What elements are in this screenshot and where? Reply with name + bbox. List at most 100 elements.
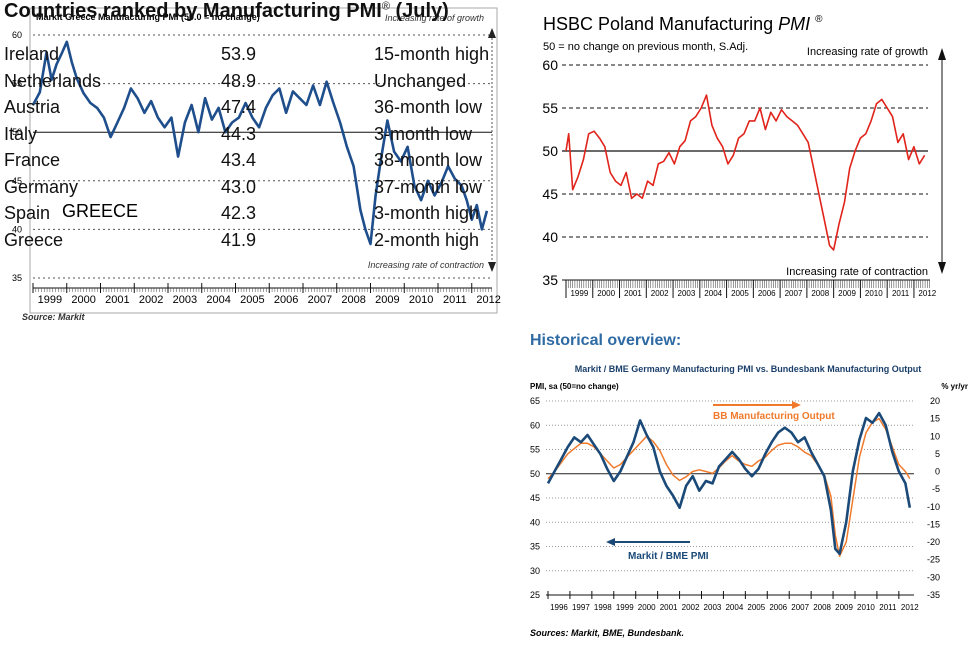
greece-x-tick-label: 2003 [173, 294, 197, 306]
bb-output-label: BB Manufacturing Output [713, 411, 835, 422]
germany-x-tick-label: 2000 [638, 603, 656, 612]
greece-chart-panel: Markit Greece Manufacturing PMI (50.0 = … [0, 0, 510, 330]
greece-x-tick-label: 2002 [139, 294, 163, 306]
germany-title: Markit / BME Germany Manufacturing PMI v… [575, 364, 922, 374]
germany-x-tick-label: 2003 [704, 603, 722, 612]
poland-contraction-arrow-icon [938, 262, 946, 274]
greece-frame [29, 7, 498, 314]
ranking-row: France 43.4 38-month low [4, 150, 484, 176]
poland-top-note: Increasing rate of growth [807, 46, 928, 58]
ranking-note: 15-month high [374, 44, 490, 64]
ranking-note: 37-month low [374, 176, 483, 197]
ranking-country: Austria [4, 97, 61, 117]
ranking-pmi-value: 43.0 [221, 176, 257, 197]
greece-x-tick-label: 2007 [308, 294, 332, 306]
poland-x-tick-label: 2003 [678, 289, 696, 298]
germany-left-tick: 65 [530, 396, 540, 406]
germany-x-tick-label: 2012 [901, 603, 919, 612]
ranking-row: Ireland 53.9 15-month high [4, 44, 489, 70]
poland-y-tick: 40 [542, 229, 558, 245]
poland-x-tick-label: 2002 [651, 289, 669, 298]
greece-x-tick-label: 2010 [409, 294, 433, 306]
ranking-country: Ireland [4, 44, 60, 64]
greece-x-tick-label: 2005 [240, 294, 264, 306]
greece-growth-arrow-icon [488, 28, 496, 38]
germany-x-tick-label: 1999 [616, 603, 634, 612]
ranking-pmi-value: 42.3 [221, 203, 257, 223]
poland-x-tick-label: 2009 [838, 289, 856, 298]
germany-chart-panel: Historical overview: Markit / BME German… [520, 325, 976, 648]
poland-title: HSBC Poland Manufacturing PMI ® [543, 14, 823, 34]
greece-x-tick-label: 2009 [375, 294, 399, 306]
poland-x-tick-label: 2005 [731, 289, 749, 298]
ranking-pmi-value: 48.9 [221, 70, 257, 91]
poland-y-tick: 35 [542, 272, 558, 288]
ranking-pmi-value: 43.4 [221, 150, 257, 170]
germany-x-tick-label: 2007 [791, 603, 809, 612]
bb-output-arrow-icon [792, 401, 801, 409]
ranking-note: 3-month high [374, 203, 480, 223]
ranking-row: Spain 42.3 3-month high [4, 203, 484, 229]
greece-contraction-arrow-icon [488, 262, 496, 272]
poland-x-tick-label: 2007 [785, 289, 803, 298]
greece-top-note: Increasing rate of growth [385, 13, 484, 23]
greece-y-tick: 40 [12, 224, 22, 234]
greece-y-tick: 45 [12, 176, 22, 186]
germany-left-tick: 35 [530, 542, 540, 552]
ranking-pmi-value: 47.4 [221, 97, 257, 117]
bme-pmi-line [546, 411, 912, 556]
germany-x-tick-label: 2004 [725, 603, 743, 612]
ranking-row: Germany 43.0 37-month low [4, 177, 484, 203]
germany-right-tick: -35 [927, 590, 940, 600]
ranking-row: Austria 47.4 36-month low [4, 97, 484, 123]
germany-right-tick: -20 [927, 537, 940, 547]
greece-title: Markit Greece Manufacturing PMI (50.0 = … [36, 12, 260, 22]
poland-pmi-chart: HSBC Poland Manufacturing PMI ® 50 = no … [542, 14, 946, 298]
germany-right-tick: -15 [927, 519, 940, 529]
poland-y-tick: 60 [542, 57, 558, 73]
bme-pmi-arrow-icon [606, 538, 615, 546]
ranking-row: Italy 44.3 3-month low [4, 124, 484, 150]
ranking-title: Countries ranked by Manufacturing PMI® (… [4, 0, 449, 22]
poland-y-tick: 45 [542, 186, 558, 202]
greece-x-tick-label: 2006 [274, 294, 298, 306]
greece-x-tick-label: 1999 [38, 294, 62, 306]
greece-bottom-note: Increasing rate of contraction [368, 260, 484, 270]
germany-x-tick-label: 1998 [594, 603, 612, 612]
poland-pmi-line [565, 94, 926, 251]
poland-subtitle: 50 = no change on previous month, S.Adj. [543, 41, 748, 53]
germany-right-tick: 0 [935, 467, 940, 477]
poland-x-tick-label: 1999 [570, 289, 588, 298]
ranking-country: Italy [4, 123, 38, 144]
ranking-country: Netherlands [4, 70, 102, 91]
greece-y-tick: 50 [12, 127, 22, 137]
greece-country-label: GREECE [62, 201, 138, 221]
poland-x-tick-label: 2001 [624, 289, 642, 298]
germany-right-tick: 5 [935, 449, 940, 459]
greece-y-tick: 55 [12, 79, 22, 89]
poland-chart-panel: HSBC Poland Manufacturing PMI ® 50 = no … [520, 0, 976, 310]
greece-pmi-chart: Markit Greece Manufacturing PMI (50.0 = … [12, 7, 501, 322]
greece-pmi-line [31, 40, 489, 246]
ranking-country: Spain [4, 203, 51, 223]
germany-x-tick-label: 2002 [682, 603, 700, 612]
greece-x-tick-label: 2004 [206, 294, 230, 306]
germany-x-tick-label: 2005 [747, 603, 765, 612]
germany-x-tick-label: 1997 [572, 603, 590, 612]
germany-right-tick: 10 [930, 431, 940, 441]
greece-source: Source: Markit [22, 312, 86, 322]
germany-x-tick-label: 2001 [660, 603, 678, 612]
germany-right-tick: -30 [927, 572, 940, 582]
ranking-note: 36-month low [374, 97, 483, 117]
bme-pmi-label: Markit / BME PMI [628, 551, 709, 562]
germany-source: Sources: Markit, BME, Bundesbank. [530, 628, 684, 638]
germany-left-tick: 40 [530, 517, 540, 527]
germany-right-tick: 15 [930, 414, 940, 424]
poland-y-tick: 50 [542, 143, 558, 159]
germany-left-tick: 60 [530, 420, 540, 430]
poland-x-tick-label: 2000 [597, 289, 615, 298]
poland-x-tick-label: 2004 [704, 289, 722, 298]
poland-x-tick-label: 2012 [918, 289, 936, 298]
greece-x-tick-label: 2012 [476, 294, 500, 306]
germany-left-axis-label: PMI, sa (50=no change) [530, 382, 619, 391]
